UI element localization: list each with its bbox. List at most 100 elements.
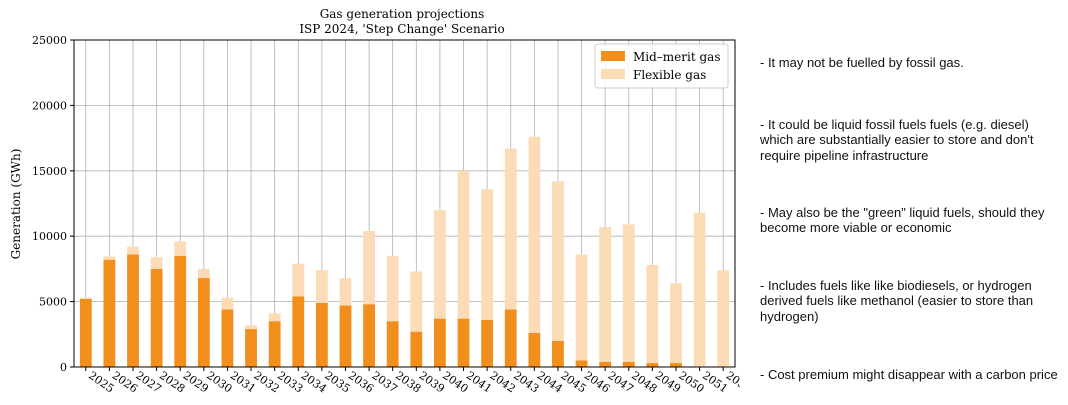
- bar-mid-merit-gas: [79, 298, 92, 367]
- bar-mid-merit-gas: [599, 361, 612, 367]
- x-tick-label: 2039: [417, 369, 447, 396]
- x-tick-label: 2045: [558, 369, 588, 396]
- plot-frame: [73, 39, 736, 368]
- chart-subtitle: ISP 2024, 'Step Change' Scenario: [299, 22, 504, 36]
- legend-label: Mid–merit gas: [633, 50, 721, 64]
- bar-flexible-gas: [434, 210, 446, 319]
- x-tick-label: 2030: [204, 369, 234, 396]
- x-tick-label: 2044: [535, 369, 565, 396]
- bar-mid-merit-gas: [646, 363, 659, 367]
- bar-mid-merit-gas: [150, 268, 163, 367]
- x-tick-label: 2026: [110, 369, 140, 396]
- bar-flexible-gas: [481, 189, 494, 320]
- x-tick-label: 2042: [487, 369, 517, 396]
- y-tick-label: 20000: [32, 99, 67, 112]
- bar-mid-merit-gas: [622, 361, 635, 367]
- legend-swatch: [601, 69, 625, 79]
- x-tick-label: 2037: [369, 369, 399, 396]
- y-tick-label: 25000: [32, 34, 67, 47]
- bar-flexible-gas: [268, 313, 281, 322]
- bar-mid-merit-gas: [197, 278, 210, 367]
- y-tick-label: 10000: [32, 230, 67, 243]
- bar-mid-merit-gas: [127, 254, 139, 367]
- bar-flexible-gas: [292, 263, 305, 297]
- bar-flexible-gas: [221, 297, 234, 310]
- bar-flexible-gas: [386, 255, 399, 322]
- bar-mid-merit-gas: [103, 259, 116, 367]
- y-axis-label: Generation (GWh): [9, 149, 23, 260]
- bar-mid-merit-gas: [245, 329, 257, 367]
- y-tick-label: 5000: [39, 296, 67, 309]
- bar-mid-merit-gas: [528, 332, 541, 367]
- bars: [79, 136, 730, 367]
- note-3: - May also be the "green" liquid fuels, …: [760, 205, 1045, 236]
- bar-mid-merit-gas: [457, 318, 470, 367]
- bar-flexible-gas: [622, 224, 635, 362]
- y-tick-label: 15000: [32, 165, 67, 178]
- bar-flexible-gas: [315, 270, 328, 303]
- bar-flexible-gas: [599, 227, 612, 362]
- bar-flexible-gas: [410, 271, 423, 332]
- bar-mid-merit-gas: [292, 296, 305, 367]
- bar-flexible-gas: [528, 136, 541, 333]
- x-tick-label: 2040: [440, 369, 470, 396]
- x-tick-label: 2047: [605, 369, 635, 396]
- chart: Gas generation projections ISP 2024, 'St…: [9, 7, 740, 396]
- stacked-bar-chart: Gas generation projections ISP 2024, 'St…: [9, 7, 740, 396]
- bar-mid-merit-gas: [339, 305, 352, 367]
- bar-mid-merit-gas: [434, 318, 446, 367]
- bar-mid-merit-gas: [221, 309, 234, 367]
- bar-flexible-gas: [693, 212, 706, 367]
- notes-panel: - It may not be fuelled by fossil gas. -…: [760, 0, 1065, 405]
- bar-mid-merit-gas: [504, 309, 517, 367]
- bar-mid-merit-gas: [363, 304, 375, 367]
- bar-flexible-gas: [646, 264, 659, 364]
- x-tick-label: 2048: [629, 369, 659, 396]
- bar-mid-merit-gas: [268, 321, 281, 367]
- bar-mid-merit-gas: [575, 360, 588, 367]
- note-1: - It may not be fuelled by fossil gas.: [760, 55, 964, 70]
- x-tick-label: 2043: [511, 369, 541, 396]
- bar-mid-merit-gas: [552, 340, 564, 367]
- x-tick-label: 2038: [393, 369, 423, 396]
- bar-flexible-gas: [457, 170, 470, 319]
- y-axis: 0 5000 10000 15000 20000 25000: [32, 34, 74, 374]
- bar-flexible-gas: [245, 325, 257, 330]
- bar-flexible-gas: [339, 278, 352, 306]
- bar-mid-merit-gas: [410, 331, 423, 367]
- x-tick-label: 2033: [275, 369, 305, 396]
- bar-flexible-gas: [174, 241, 187, 256]
- chart-title: Gas generation projections: [320, 7, 485, 21]
- x-tick-label: 2032: [251, 369, 281, 396]
- bar-flexible-gas: [127, 246, 139, 255]
- bar-mid-merit-gas: [315, 302, 328, 367]
- legend-swatch: [601, 51, 625, 61]
- y-tick-label: 0: [60, 361, 67, 374]
- bar-mid-merit-gas: [174, 255, 187, 367]
- gridlines: [74, 39, 735, 368]
- x-tick-label: 2046: [582, 369, 612, 396]
- bar-flexible-gas: [103, 256, 116, 260]
- x-tick-label: 2051: [700, 369, 730, 396]
- bar-flexible-gas: [717, 270, 730, 367]
- x-tick-label: 2041: [464, 369, 494, 396]
- note-4: - Includes fuels like like biodiesels, o…: [760, 278, 1034, 324]
- legend-box: [594, 43, 729, 89]
- x-tick-label: 2034: [299, 369, 329, 396]
- legend-label: Flexible gas: [633, 68, 706, 82]
- x-axis: 2025202620272028202920302031203220332034…: [85, 367, 740, 396]
- bar-flexible-gas: [150, 257, 163, 269]
- legend: Mid–merit gas Flexible gas: [594, 43, 729, 89]
- bar-mid-merit-gas: [670, 363, 682, 367]
- x-tick-label: 2027: [133, 369, 163, 396]
- note-5: - Cost premium might disappear with a ca…: [760, 367, 1058, 382]
- bar-mid-merit-gas: [481, 319, 494, 367]
- x-tick-label: 2035: [322, 369, 352, 396]
- x-tick-label: 2029: [181, 369, 211, 396]
- x-tick-label: 2028: [157, 369, 187, 396]
- bar-flexible-gas: [79, 297, 92, 299]
- x-tick-label: 2025: [86, 369, 116, 396]
- bar-flexible-gas: [552, 181, 564, 341]
- bar-flexible-gas: [575, 254, 588, 361]
- bar-flexible-gas: [504, 148, 517, 310]
